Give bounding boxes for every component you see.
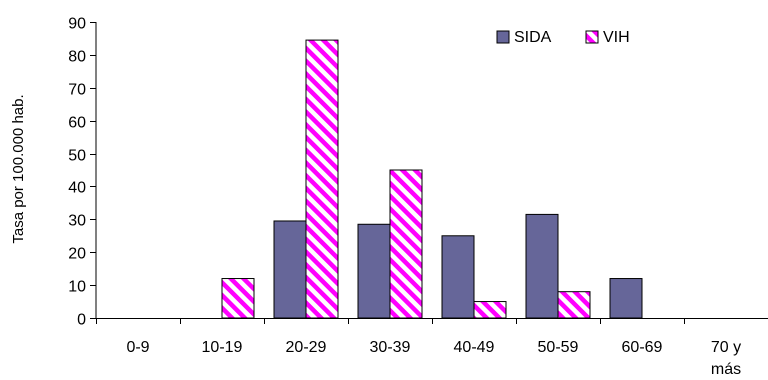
bar-sida-3 <box>357 223 391 319</box>
x-tick-label: 50-59 <box>538 339 579 356</box>
y-tick-label: 20 <box>68 246 86 263</box>
legend-label-sida: SIDA <box>514 29 552 46</box>
y-ticks: 0 10 20 30 40 50 60 70 80 90 <box>68 16 96 329</box>
bar-sida-2 <box>273 220 307 319</box>
y-tick-label: 30 <box>68 213 86 230</box>
x-tick-label: 0-9 <box>126 339 149 356</box>
axes-layer <box>95 22 768 319</box>
bar-sida-5 <box>525 213 559 319</box>
y-tick-label: 90 <box>68 16 86 33</box>
legend-swatch-sida <box>496 30 510 44</box>
bar-vih-1 <box>221 278 255 319</box>
legend-label-vih: VIH <box>603 29 630 46</box>
bar-sida-6 <box>609 278 643 319</box>
x-tick-label: 10-19 <box>202 339 243 356</box>
x-tick-label: 70 y más <box>711 339 741 378</box>
legend-swatch-vih <box>585 30 599 44</box>
bar-sida-4 <box>441 235 475 319</box>
bars-layer <box>221 39 643 319</box>
x-tick-label: 40-49 <box>454 339 495 356</box>
bar-vih-4 <box>473 301 507 319</box>
y-tick-label: 50 <box>68 148 86 165</box>
y-tick-label: 0 <box>77 312 86 329</box>
y-tick-label: 70 <box>68 82 86 99</box>
x-ticks: 0-9 10-19 20-29 30-39 40-49 50-59 60-69 70 y más <box>96 318 741 378</box>
legend: SIDA VIH <box>496 29 630 46</box>
x-tick-label: 60-69 <box>622 339 663 356</box>
x-tick-label: 20-29 <box>286 339 327 356</box>
y-tick-label: 80 <box>68 49 86 66</box>
x-tick-label: 30-39 <box>370 339 411 356</box>
y-tick-label: 40 <box>68 180 86 197</box>
y-axis-title: Tasa por 100.000 hab. <box>10 94 27 243</box>
bar-vih-2 <box>305 39 339 319</box>
bar-vih-3 <box>389 169 423 319</box>
bar-vih-5 <box>557 291 591 319</box>
y-tick-label: 60 <box>68 115 86 132</box>
y-tick-label: 10 <box>68 279 86 296</box>
